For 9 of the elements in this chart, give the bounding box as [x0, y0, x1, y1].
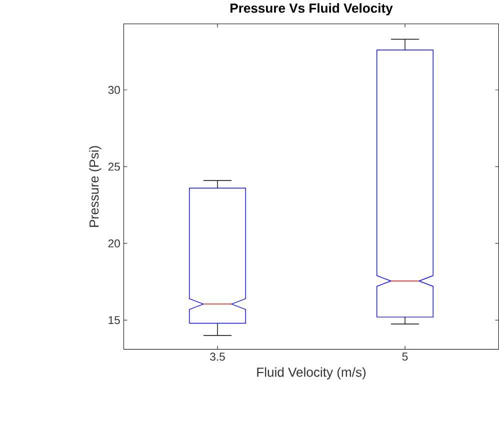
- x-axis-title: Fluid Velocity (m/s): [257, 367, 366, 380]
- chart-title: Pressure Vs Fluid Velocity: [230, 3, 393, 16]
- y-tick-label: 20: [108, 239, 120, 248]
- x-tick-label: 3.5: [210, 352, 225, 361]
- y-axis-title: Pressure (Psi): [89, 146, 102, 227]
- y-tick-label: 25: [108, 162, 120, 171]
- x-tick-label: 5: [402, 352, 408, 361]
- y-tick-label: 30: [108, 86, 120, 94]
- y-tick-label: 15: [108, 316, 120, 324]
